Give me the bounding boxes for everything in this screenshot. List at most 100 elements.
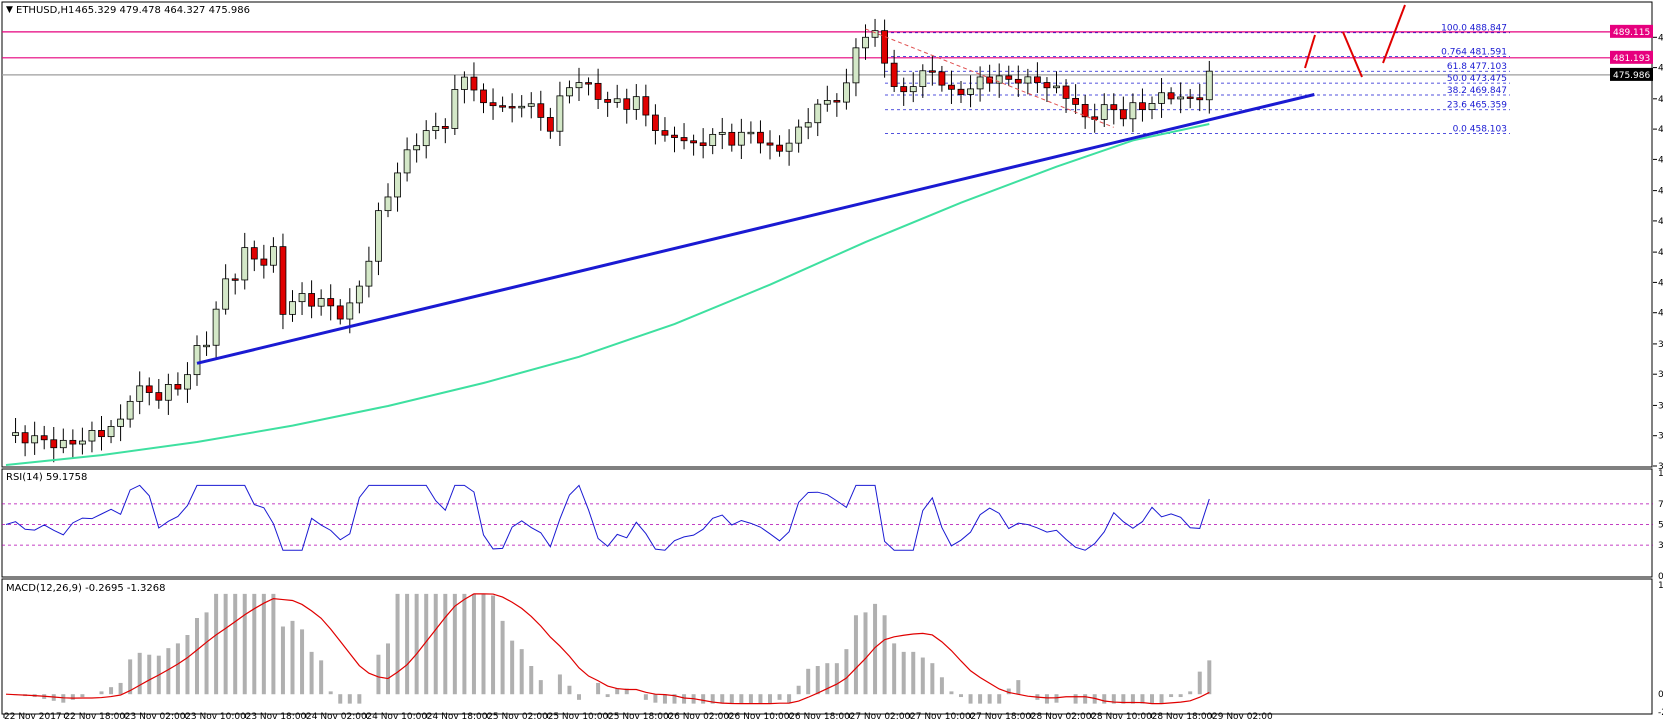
time-axis-label: 28 Nov 10:00	[1091, 712, 1152, 720]
price-axis-label: 421.930	[1658, 248, 1663, 258]
candle-bearish	[546, 117, 554, 132]
candle-bearish	[480, 89, 487, 104]
candle-bullish	[12, 432, 19, 436]
time-axis-label: 25 Nov 02:00	[487, 712, 548, 720]
price-axis-label: 459.450	[1658, 125, 1663, 135]
candle-bearish	[1014, 78, 1022, 84]
candle-bullish	[346, 302, 354, 320]
candle-bullish	[1053, 85, 1060, 89]
candle-bullish	[126, 400, 134, 420]
candle-bullish	[355, 285, 363, 304]
candle-bearish	[1034, 76, 1041, 83]
candle-bullish	[298, 293, 306, 303]
candle-bearish	[928, 70, 936, 73]
time-axis-label: 23 Nov 10:00	[185, 712, 246, 720]
price-axis-label: 468.690	[1658, 95, 1663, 105]
price-axis-label: 384.690	[1658, 370, 1663, 380]
candle-bearish	[1072, 97, 1079, 105]
candle-bullish	[747, 131, 755, 135]
price-panel	[1, 1, 1653, 468]
candle-bearish	[776, 144, 783, 152]
candle-bearish	[1081, 104, 1089, 118]
candle-bullish	[403, 149, 411, 174]
rsi-axis-label: 70	[1658, 500, 1663, 510]
candle-bullish	[79, 440, 86, 445]
macd-axis-label: 17.4177	[1658, 581, 1663, 591]
candle-bullish	[814, 103, 822, 124]
candle-bullish	[995, 75, 1003, 84]
candle-bearish	[470, 76, 478, 91]
candle-bearish	[690, 140, 697, 144]
candle-bullish	[632, 96, 640, 110]
candle-bearish	[881, 30, 888, 64]
candle-bearish	[680, 137, 688, 142]
rsi-line	[5, 484, 1210, 551]
time-axis-label: 23 Nov 18:00	[246, 712, 307, 720]
candle-bullish	[976, 76, 984, 90]
candle-bearish	[441, 126, 449, 129]
candle-bullish	[852, 47, 860, 84]
candle-bearish	[661, 130, 669, 136]
candle-bullish	[919, 70, 927, 87]
candle-bullish	[823, 100, 831, 105]
candle-bearish	[499, 105, 507, 108]
candle-bullish	[804, 122, 812, 128]
price-tag	[1610, 24, 1653, 38]
fib-level-label: 50.0 473.475	[1447, 74, 1507, 84]
candle-bullish	[193, 345, 201, 376]
candle-bearish	[1110, 104, 1118, 111]
candle-bearish	[1186, 96, 1194, 99]
candle-bearish	[1119, 109, 1127, 120]
symbol-label: ETHUSD,H1	[16, 5, 74, 16]
candle-bullish	[365, 260, 373, 287]
candle-bearish	[69, 439, 77, 445]
candle-bearish	[594, 82, 602, 100]
candle-bullish	[413, 145, 421, 151]
macd-panel	[1, 578, 1653, 715]
candle-bearish	[231, 278, 239, 281]
candle-bearish	[1091, 116, 1099, 120]
candle-bearish	[260, 258, 268, 266]
macd-label: MACD(12,26,9) -0.2695 -1.3268	[6, 583, 166, 594]
price-axis-label: 487.450	[1658, 33, 1663, 43]
candle-bearish	[623, 98, 631, 110]
candle-bullish	[164, 384, 172, 401]
candle-bearish	[50, 439, 58, 449]
candle-bullish	[871, 30, 879, 38]
candle-bullish	[136, 385, 144, 402]
descending-channel-line	[865, 28, 1114, 128]
candle-bearish	[98, 430, 105, 438]
price-tag	[1610, 50, 1653, 64]
candle-bullish	[460, 76, 468, 90]
price-axis-label: 375.170	[1658, 401, 1663, 411]
candle-bullish	[317, 298, 325, 307]
projection-annotation	[1304, 34, 1316, 69]
candle-bullish	[1148, 103, 1156, 110]
projection-annotation	[1382, 4, 1406, 64]
candle-bullish	[1158, 92, 1165, 104]
candle-bearish	[986, 76, 994, 84]
candle-bullish	[289, 301, 296, 315]
candle-bullish	[843, 82, 850, 103]
candle-bullish	[718, 131, 726, 135]
candle-bearish	[948, 84, 955, 90]
candle-bullish	[59, 439, 67, 449]
time-axis-label: 25 Nov 10:00	[548, 712, 609, 720]
candle-bullish	[1177, 96, 1185, 100]
candle-bearish	[279, 246, 287, 315]
candle-bearish	[890, 62, 898, 87]
candle-bearish	[21, 432, 29, 444]
price-axis-label: 393.930	[1658, 340, 1663, 350]
fib-level-label: 61.8 477.103	[1447, 62, 1507, 72]
ohlc-label: 465.329 479.478 464.327 475.986	[75, 5, 250, 16]
candle-bullish	[212, 308, 220, 346]
price-axis-label: 440.690	[1658, 187, 1663, 197]
fib-level-label: 100.0 488.847	[1441, 24, 1507, 34]
price-tag	[1610, 67, 1653, 81]
candle-bullish	[394, 172, 401, 198]
rsi-panel	[1, 468, 1653, 578]
rsi-axis-label: 100	[1658, 469, 1663, 479]
time-axis-label: 26 Nov 18:00	[789, 712, 850, 720]
candle-bullish	[566, 87, 573, 97]
